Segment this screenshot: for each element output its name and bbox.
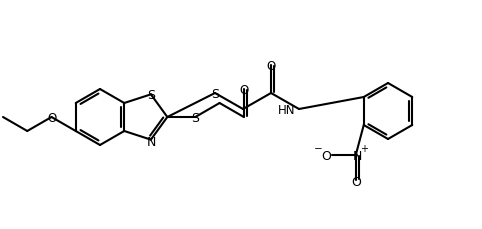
Text: S: S — [211, 87, 219, 100]
Text: −: − — [314, 143, 322, 153]
Text: O: O — [321, 149, 331, 162]
Text: O: O — [267, 59, 276, 72]
Text: O: O — [47, 111, 56, 124]
Text: S: S — [147, 88, 155, 101]
Text: O: O — [351, 175, 361, 188]
Text: N: N — [147, 136, 157, 148]
Text: N: N — [353, 149, 362, 162]
Text: S: S — [191, 111, 200, 124]
Text: +: + — [360, 143, 368, 153]
Text: O: O — [239, 83, 248, 96]
Text: HN: HN — [278, 103, 295, 116]
